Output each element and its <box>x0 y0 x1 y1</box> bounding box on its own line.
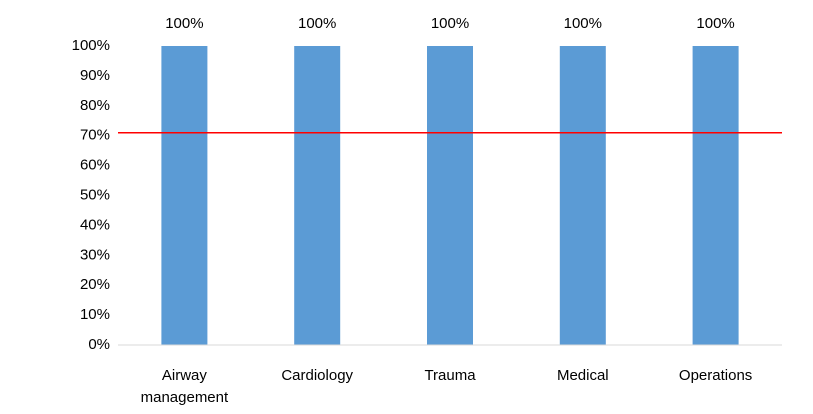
bar <box>161 46 208 345</box>
y-tick-label: 100% <box>72 37 110 54</box>
data-label: 100% <box>431 15 469 32</box>
y-tick-label: 50% <box>80 186 110 203</box>
x-tick-label: Operations <box>678 367 753 384</box>
y-tick-label: 90% <box>80 67 110 84</box>
bar <box>427 46 473 345</box>
y-tick-label: 0% <box>88 336 110 353</box>
data-label: 100% <box>298 15 336 32</box>
x-tick-label: Trauma <box>424 367 476 384</box>
data-label: 100% <box>165 15 203 32</box>
y-tick-label: 10% <box>80 306 110 323</box>
y-tick-label: 30% <box>80 246 110 263</box>
y-tick-label: 80% <box>80 97 110 114</box>
y-tick-label: 60% <box>80 157 110 174</box>
bar <box>692 46 739 345</box>
x-tick-label: Airway management <box>140 367 229 406</box>
y-tick-label: 40% <box>80 216 110 233</box>
y-tick-label: 70% <box>80 127 110 144</box>
data-label: 100% <box>696 15 734 32</box>
data-label: 100% <box>564 15 602 32</box>
x-tick-label: Cardiology <box>281 367 354 384</box>
x-tick-label: Medical <box>556 367 609 384</box>
bar <box>559 46 606 345</box>
y-tick-label: 20% <box>80 276 110 293</box>
bar <box>294 46 341 345</box>
